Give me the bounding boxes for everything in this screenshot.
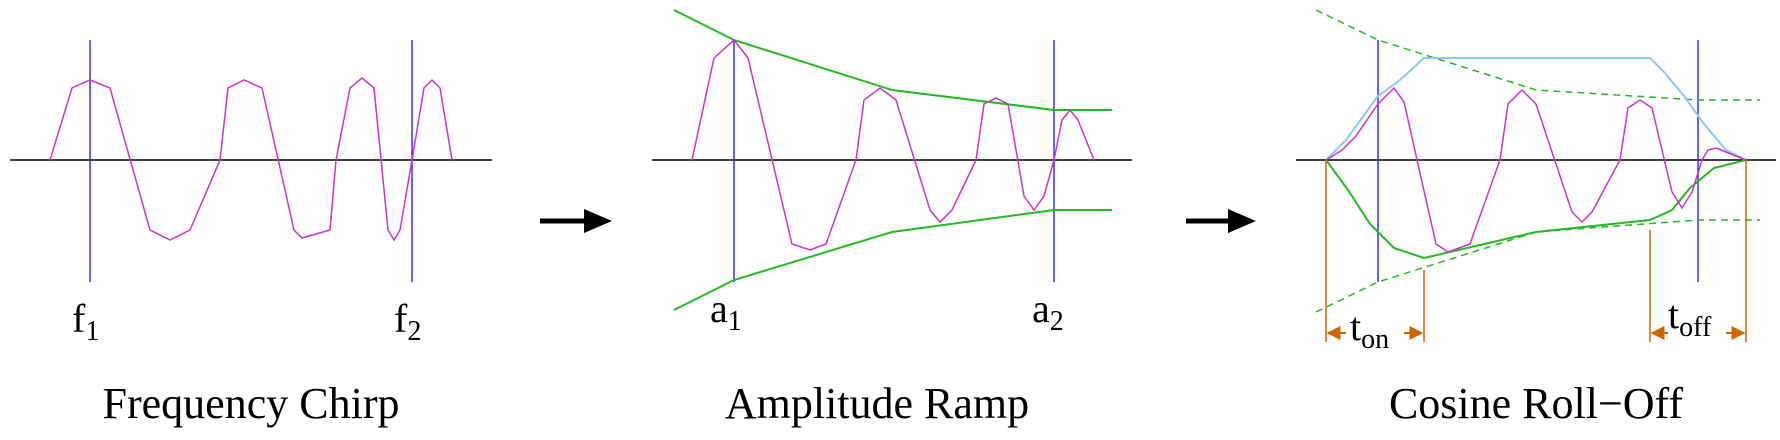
caption-amplitude-ramp: Amplitude Ramp <box>725 379 1029 428</box>
marker-label-a1: a1 <box>710 286 742 337</box>
marker-label-a2: a2 <box>1032 286 1064 337</box>
marker-label-f1: f1 <box>72 296 99 347</box>
envelope-upper <box>673 9 1112 111</box>
chirp-waveform <box>49 77 453 242</box>
ramp-envelope-dashed-lower <box>1315 219 1760 313</box>
ramped-waveform <box>691 38 1095 251</box>
caption-frequency-chirp: Frequency Chirp <box>103 379 400 428</box>
envelope-lower <box>673 209 1112 311</box>
process-arrow-2 <box>1186 209 1256 233</box>
panel-amplitude-ramp: a1 a2 Amplitude Ramp <box>652 9 1132 428</box>
caption-cosine-roll-off: Cosine Roll−Off <box>1389 379 1683 428</box>
shaped-waveform <box>1325 86 1747 253</box>
timing-label-on: ton <box>1350 304 1389 355</box>
panel-frequency-chirp: f1 f2 Frequency Chirp <box>10 40 492 428</box>
ramp-envelope-dashed-upper <box>1315 9 1760 101</box>
panel-cosine-roll-off: ton toff Cosine Roll−Off <box>1296 9 1776 428</box>
shaped-envelope-lower <box>1325 159 1747 260</box>
process-arrow-1 <box>540 209 612 233</box>
cosine-window <box>1325 57 1747 161</box>
timing-label-off: toff <box>1668 292 1712 343</box>
marker-label-f2: f2 <box>394 296 421 347</box>
